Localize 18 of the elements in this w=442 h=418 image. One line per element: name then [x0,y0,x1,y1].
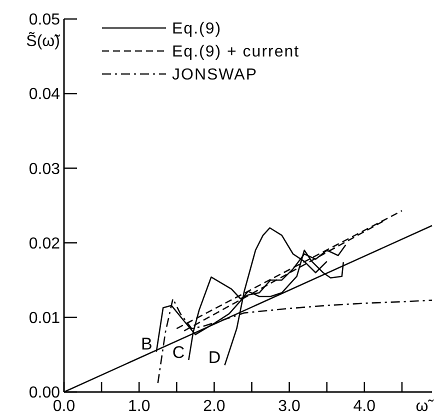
series-label: B [141,334,152,354]
x-tick-label: 0.0 [52,398,76,415]
y-tick-label: 0.04 [28,86,60,104]
y-tick-label: 0.02 [28,235,60,252]
y-axis-title: S̃(ω̃) [26,31,61,50]
x-axis-title: ω̃ [416,398,434,415]
legend-label: Eq.(9) [172,20,222,38]
legend-label: JONSWAP [172,66,258,84]
y-tick-label: 0.03 [28,160,60,178]
y-tick-label: 0.05 [28,12,60,29]
legend-label: Eq.(9) + current [172,44,300,61]
x-tick-label: 4.0 [353,398,376,415]
y-tick-label: 0.01 [28,310,60,327]
series-label: C [172,342,185,362]
x-tick-label: 2.0 [203,398,226,415]
x-tick-label: 1.0 [128,398,150,415]
x-tick-label: 3.0 [278,398,301,415]
series-label: D [208,348,221,368]
